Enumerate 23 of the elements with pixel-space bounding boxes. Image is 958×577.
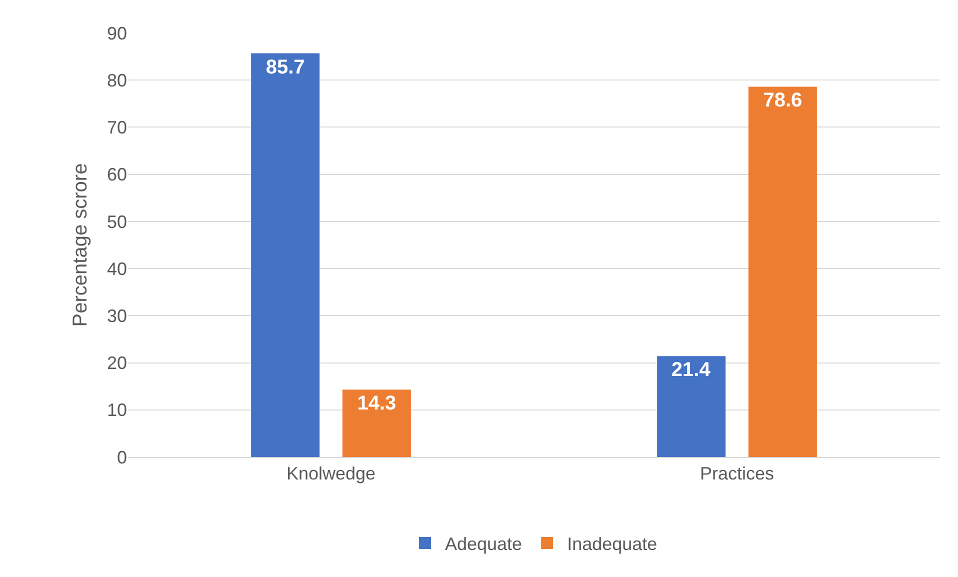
y-tick-label: 80 bbox=[106, 70, 127, 90]
y-tick-label: 90 bbox=[106, 23, 127, 44]
x-tick-label: Knolwedge bbox=[286, 464, 376, 484]
legend-label: Inadequate bbox=[567, 534, 658, 554]
y-axis-title: Percentage scrore bbox=[69, 163, 92, 327]
bar bbox=[342, 390, 411, 457]
data-label: 85.7 bbox=[266, 56, 305, 78]
data-label: 14.3 bbox=[357, 392, 396, 415]
bar bbox=[748, 86, 817, 457]
y-tick-label: 40 bbox=[106, 258, 127, 279]
bar bbox=[657, 356, 726, 457]
y-tick-label: 0 bbox=[116, 447, 127, 468]
y-tick-label: 60 bbox=[106, 164, 127, 185]
y-tick-label: 50 bbox=[106, 212, 127, 232]
y-tick-label: 10 bbox=[106, 400, 127, 420]
bar bbox=[251, 53, 320, 457]
x-tick-label: Practices bbox=[700, 464, 774, 484]
data-label: 78.6 bbox=[763, 90, 802, 112]
data-label: 21.4 bbox=[671, 359, 712, 382]
legend-label: Adequate bbox=[445, 534, 522, 554]
y-tick-label: 70 bbox=[106, 118, 127, 138]
y-tick-label: 30 bbox=[106, 306, 127, 326]
y-tick-label: 20 bbox=[106, 353, 127, 374]
